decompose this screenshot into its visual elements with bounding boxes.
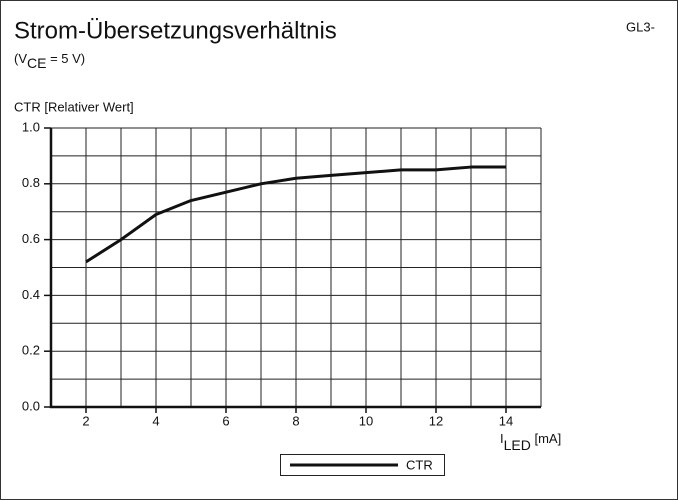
- x-axis-label: ILED [mA]: [500, 431, 561, 452]
- x-tick-label: 2: [82, 413, 89, 428]
- y-tick-label: 0.6: [22, 231, 40, 246]
- y-axis-label: CTR [Relativer Wert]: [14, 99, 134, 114]
- y-tick-label: 0.8: [22, 175, 40, 190]
- x-tick-label: 6: [222, 413, 229, 428]
- subtitle-part: (V: [14, 51, 27, 66]
- x-label-sub: LED: [504, 437, 531, 453]
- y-tick-label: 1.0: [22, 119, 40, 134]
- legend-label: CTR: [406, 457, 433, 472]
- x-tick-label: 14: [499, 413, 513, 428]
- x-tick-label: 8: [292, 413, 299, 428]
- y-tick-label: 0.0: [22, 398, 40, 413]
- y-tick-label: 0.4: [22, 287, 40, 302]
- x-label-part: I: [500, 431, 504, 446]
- subtitle-part: = 5 V): [46, 51, 85, 66]
- x-tick-label: 10: [359, 413, 373, 428]
- subtitle: (VCE = 5 V): [14, 51, 85, 70]
- x-tick-label: 4: [152, 413, 159, 428]
- x-label-part: [mA]: [531, 431, 561, 446]
- subtitle-sub: CE: [27, 55, 46, 71]
- code: GL3-: [626, 19, 655, 34]
- y-tick-label: 0.2: [22, 343, 40, 358]
- legend-box: [280, 454, 445, 476]
- x-tick-label: 12: [429, 413, 443, 428]
- chart-title: Strom-Übersetzungsverhältnis: [14, 17, 337, 44]
- series-line: [85, 165, 506, 264]
